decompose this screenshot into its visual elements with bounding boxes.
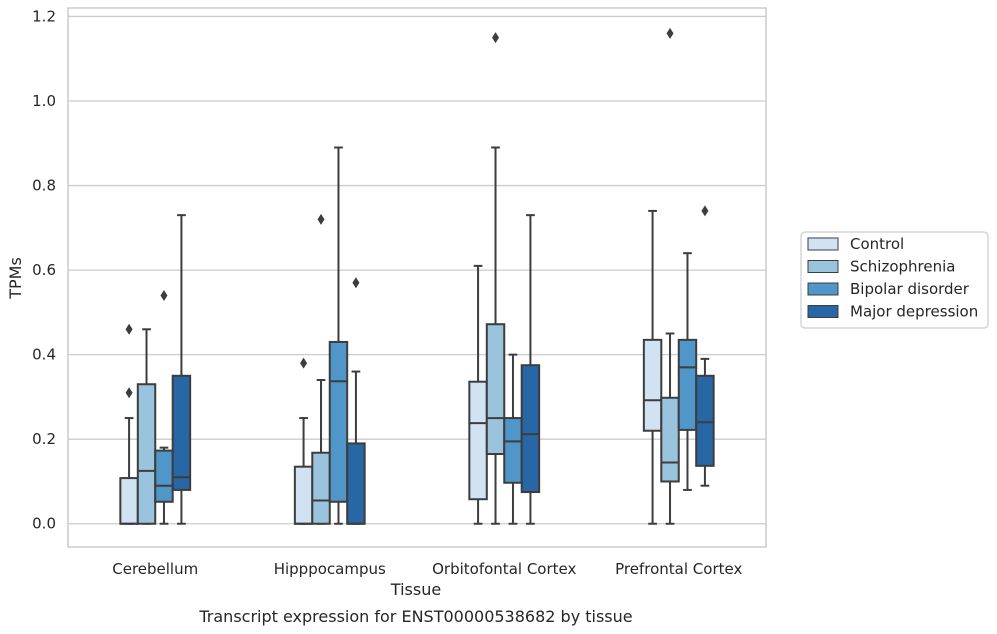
plot-frame — [67, 7, 767, 548]
iqr-box — [520, 364, 541, 494]
box-control — [642, 209, 663, 525]
x-ticks: Cerebellum Hipppocampus Orbitofontal Corte… — [112, 560, 742, 578]
legend: Control Schizophrenia Bipolar disorder Majo… — [800, 231, 989, 329]
iqr-box — [311, 451, 331, 525]
x-tick-label: Hipppocampus — [274, 560, 386, 578]
y-tick-label: 0.4 — [32, 346, 56, 364]
iqr-box — [154, 449, 174, 503]
iqr-box — [485, 323, 506, 455]
iqr-box — [642, 338, 663, 432]
legend-swatch — [807, 282, 839, 296]
box-schizophrenia — [136, 328, 157, 525]
iqr-box — [660, 396, 680, 483]
iqr-box — [136, 383, 157, 525]
box-major-depression — [695, 205, 715, 487]
iqr-box — [346, 442, 366, 525]
outlier-point — [317, 213, 325, 225]
box-major-depression — [171, 214, 192, 525]
outlier-point — [701, 205, 709, 217]
box-bipolar-disorder — [154, 289, 174, 525]
x-tick-label: Cerebellum — [112, 560, 198, 578]
box-schizophrenia — [660, 27, 680, 525]
y-tick-label: 0.6 — [32, 261, 56, 279]
y-tick-label: 1.0 — [32, 92, 56, 110]
iqr-box — [695, 374, 715, 467]
outlier-point — [352, 277, 360, 289]
legend-frame — [800, 231, 989, 329]
outlier-point — [300, 357, 308, 369]
box-major-depression — [520, 214, 541, 525]
outlier-point — [666, 27, 674, 39]
y-tick-label: 0.8 — [32, 177, 56, 195]
legend-swatch — [807, 237, 839, 251]
legend-item: Bipolar disorder — [807, 280, 970, 298]
y-tick-label: 0.2 — [32, 430, 56, 448]
box-control — [119, 323, 139, 525]
box-bipolar-disorder — [503, 353, 523, 525]
x-tick-label: Prefrontal Cortex — [615, 560, 742, 578]
box-control — [468, 264, 488, 525]
box-bipolar-disorder — [677, 252, 698, 491]
box-control — [293, 357, 314, 525]
outlier-point — [492, 32, 500, 44]
iqr-box — [503, 417, 523, 484]
x-axis-label: Tissue — [390, 580, 441, 599]
box-major-depression — [346, 277, 366, 525]
iqr-box — [171, 374, 192, 491]
legend-label: Major depression — [850, 303, 978, 321]
chart-caption: Transcript expression for ENST0000053868… — [198, 607, 632, 626]
legend-label: Schizophrenia — [850, 258, 955, 276]
iqr-box — [677, 338, 698, 431]
legend-swatch — [807, 260, 839, 273]
box-schizophrenia — [311, 213, 331, 525]
outlier-point — [125, 323, 133, 335]
legend-label: Bipolar disorder — [850, 280, 970, 298]
x-tick-label: Orbitofontal Cortex — [432, 560, 576, 578]
outlier-point — [160, 289, 168, 301]
iqr-box — [328, 340, 349, 503]
outlier-point — [125, 387, 133, 399]
iqr-box — [293, 465, 314, 525]
boxes — [119, 27, 715, 525]
legend-item: Major depression — [807, 303, 978, 321]
y-tick-label: 0.0 — [32, 515, 56, 533]
box-bipolar-disorder — [328, 146, 349, 525]
legend-item: Control — [807, 235, 904, 253]
y-tick-label: 1.2 — [32, 7, 56, 25]
y-ticks: 0.0 0.2 0.4 0.6 0.8 1.0 1.2 — [32, 7, 56, 532]
y-axis-label: TPMs — [6, 257, 25, 300]
legend-label: Control — [850, 235, 904, 253]
legend-swatch — [807, 305, 839, 318]
iqr-box — [468, 380, 488, 501]
iqr-box — [119, 477, 139, 525]
legend-item: Schizophrenia — [807, 258, 955, 276]
box-schizophrenia — [485, 32, 506, 525]
